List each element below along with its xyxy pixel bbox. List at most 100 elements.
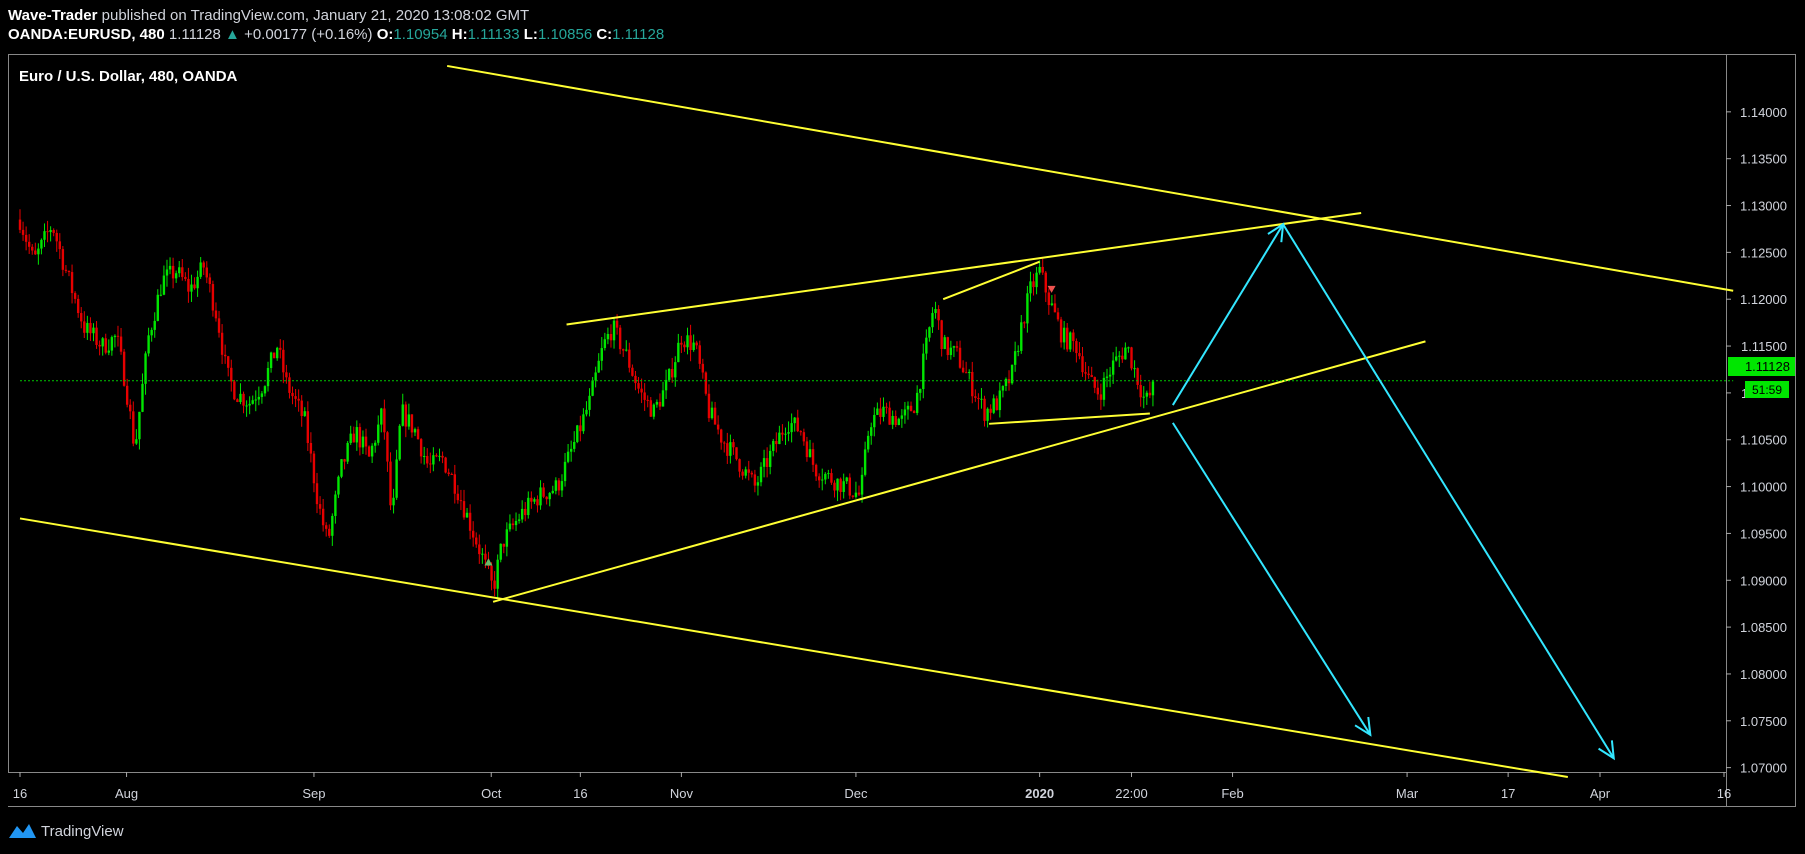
candle-body [640,388,643,393]
candle-body [952,346,956,348]
candle-body [132,411,135,444]
footer-brand[interactable]: TradingView [9,823,124,840]
candle-body [383,408,386,433]
arrow-down-target-2[interactable] [1282,223,1615,759]
candle-body [778,432,781,445]
candle-body [1050,303,1054,306]
candle-body [429,463,432,465]
candle-body [582,414,585,432]
author-name[interactable]: Wave-Trader [8,7,98,24]
candle-body [824,473,827,480]
candle-body [560,481,564,491]
candle-body [524,508,527,516]
candle-body [1026,293,1029,324]
candle-body [475,537,478,545]
candlestick-series [18,209,1155,598]
candle-body [876,408,879,415]
candle-body [863,449,867,475]
candle-body [937,308,940,321]
candle-body [1081,356,1084,373]
candle-body [456,493,460,501]
candle-body [738,459,741,472]
annotation-arrows[interactable] [1171,222,1615,761]
candle-body [741,471,744,476]
candle-body [34,250,37,255]
candle-body [24,234,28,242]
candle-body [1102,377,1106,400]
x-tick-label: 16 [1717,786,1731,801]
candle-body [392,497,395,506]
candle-body [915,392,919,413]
candle-body [459,500,463,502]
candle-body [919,389,922,393]
candle-body [1035,272,1038,288]
candle-body [692,342,695,351]
candle-body [649,400,652,417]
candle-body [389,461,392,506]
close-value: 1.11128 [612,26,665,43]
candle-body [113,335,117,338]
candle-body [747,469,750,473]
candle-body [227,356,230,368]
y-tick-label: 1.10500 [1740,433,1787,448]
candle-body [866,435,870,450]
candle-body [321,508,325,526]
candle-body [833,482,836,491]
x-tick-label: Sep [302,786,325,801]
candle-body [683,344,686,348]
candle-body [628,349,631,368]
candle-body [707,393,711,419]
candle-body [719,429,723,443]
candle-body [1032,281,1035,288]
price-change: +0.00177 (+0.16%) [244,26,373,43]
candle-body [922,353,925,390]
candle-body [1066,327,1069,350]
y-tick-label: 1.08000 [1740,667,1787,682]
footer-brand-label[interactable]: TradingView [41,823,124,840]
candle-body [1059,319,1063,343]
arrow-down-target-1[interactable] [1171,422,1372,736]
candle-body [955,346,959,348]
symbol-label[interactable]: OANDA:EURUSD, 480 [8,26,165,43]
candle-body [1020,322,1023,351]
candle-body [1151,381,1155,396]
candle-body [686,335,689,348]
candle-body [153,320,156,330]
candle-body [315,483,319,505]
candle-body [242,393,245,406]
candle-body [110,337,114,351]
candle-body [165,269,169,276]
trendline-rising-resistance[interactable] [566,212,1362,326]
candle-body [817,476,821,481]
candle-body [484,553,487,560]
candle-body [903,409,907,416]
trendline-wedge-top[interactable] [942,260,1041,301]
candle-body [49,230,52,233]
time-axis[interactable]: 16 Aug Sep Oct 16 Nov Dec 2020 22:00 Feb Mar 17 Apr 1… [13,772,1731,801]
candle-body [251,400,254,404]
candle-body [563,461,567,482]
candle-body [147,335,150,354]
candle-body [615,320,619,328]
candle-body [974,396,977,398]
trendline-rising-support[interactable] [492,340,1426,603]
candle-body [894,416,897,425]
candle-body [98,344,101,347]
candle-body [726,443,729,456]
candle-body [545,496,548,500]
price-axis[interactable]: 1.14000 1.13500 1.13000 1.12500 1.12000 1.115… [1726,105,1787,776]
candle-body [64,269,68,271]
candle-body [1041,266,1044,273]
candle-body [306,411,310,443]
candle-body [239,393,242,403]
trendline-upper-channel[interactable] [446,64,1734,292]
candle-body [698,345,701,364]
annotation-lines[interactable] [19,64,1734,778]
candle-body [1013,351,1017,365]
candle-body [980,398,983,400]
arrow-up[interactable] [1171,223,1284,406]
candle-body [566,451,570,462]
trendline-wedge-bottom[interactable] [989,412,1150,425]
trendline-lower-channel[interactable] [19,517,1569,778]
